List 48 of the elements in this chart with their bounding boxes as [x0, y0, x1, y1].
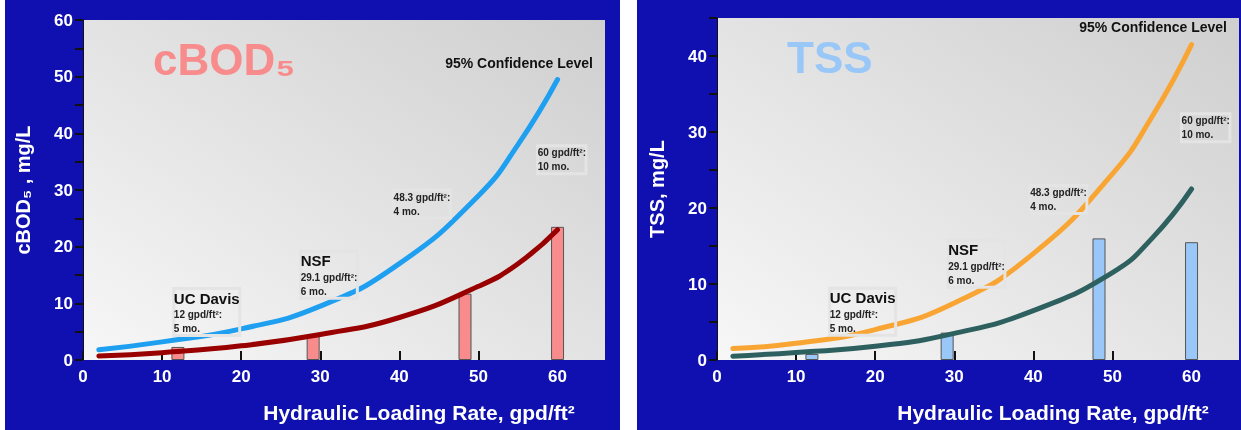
- annotation: NSF 29.1 gpd/ft²: 6 mo.: [948, 241, 1005, 286]
- annotation: UC Davis 12 gpd/ft²: 5 mo.: [173, 289, 240, 335]
- x-tick-label: 50: [468, 367, 488, 386]
- annotation: 48.3 gpd/ft²: 4 mo.: [393, 191, 451, 217]
- x-axis-title: Hydraulic Loading Rate, gpd/ft²: [897, 401, 1209, 424]
- y-axis-title: cBOD₅ , mg/L: [12, 125, 34, 255]
- y-tick-label: 20: [54, 237, 73, 257]
- x-tick-label: 30: [944, 367, 964, 386]
- x-tick-label: 50: [1102, 367, 1122, 386]
- chart-title: cBOD₅: [153, 34, 296, 84]
- y-tick-label: 10: [54, 293, 73, 313]
- y-axis-title: TSS, mg/L: [646, 140, 668, 238]
- y-tick-label: 50: [54, 67, 73, 87]
- bar: [1092, 238, 1106, 360]
- y-tick-label: 10: [688, 274, 707, 294]
- y-tick-label: 30: [54, 180, 73, 200]
- annotation: UC Davis 12 gpd/ft²: 5 mo.: [829, 289, 896, 334]
- annotation: 95% Confidence Level: [445, 55, 593, 71]
- x-tick-label: 0: [712, 367, 722, 386]
- y-tick-label: 30: [688, 122, 707, 142]
- x-tick-label: 30: [310, 367, 330, 386]
- bar: [458, 293, 472, 360]
- y-tick-label: 0: [63, 350, 73, 370]
- annotation: 60 gpd/ft²: 10 mo.: [537, 147, 586, 173]
- x-tick-label: 40: [389, 367, 409, 386]
- bar: [551, 226, 565, 360]
- x-tick-label: 60: [1182, 367, 1202, 386]
- x-tick-label: 60: [548, 367, 568, 386]
- x-axis-title: Hydraulic Loading Rate, gpd/ft²: [263, 401, 575, 424]
- y-tick-label: 0: [697, 350, 707, 370]
- x-tick-label: 40: [1023, 367, 1043, 386]
- x-tick-label: 10: [152, 367, 172, 386]
- bar: [805, 353, 819, 360]
- bar: [306, 336, 320, 360]
- y-tick-label: 40: [688, 46, 707, 66]
- annotation: 48.3 gpd/ft²: 4 mo.: [1030, 187, 1087, 213]
- x-tick-label: 10: [786, 367, 806, 386]
- bar: [1185, 242, 1199, 360]
- x-tick-label: 20: [231, 367, 251, 386]
- x-tick-label: 20: [865, 367, 885, 386]
- chart-title: TSS: [787, 32, 873, 82]
- y-tick-label: 60: [54, 10, 73, 30]
- annotation: NSF 29.1 gpd/ft²: 6 mo.: [300, 252, 358, 297]
- annotation: 60 gpd/ft²: 10 mo.: [1181, 115, 1230, 141]
- y-tick-label: 40: [54, 123, 73, 143]
- annotation: 95% Confidence Level: [1079, 19, 1227, 35]
- y-tick-label: 20: [688, 198, 707, 218]
- x-tick-label: 0: [78, 367, 88, 386]
